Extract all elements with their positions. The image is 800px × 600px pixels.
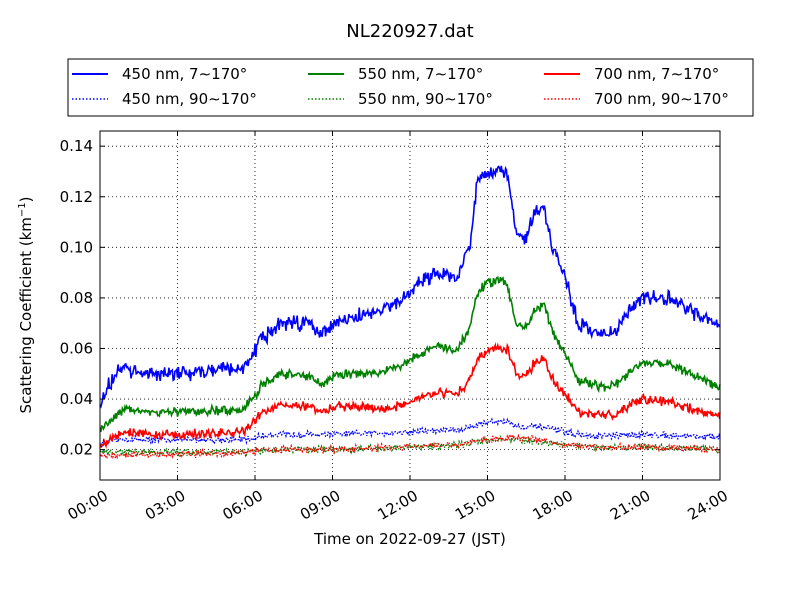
- y-tick-label: 0.04: [60, 390, 93, 408]
- x-tick-label: 21:00: [607, 487, 653, 524]
- legend-label: 700 nm, 7∼170°: [594, 65, 719, 83]
- legend-frame: [67, 58, 754, 117]
- x-tick-label: 24:00: [685, 487, 731, 524]
- y-tick-label: 0.12: [60, 188, 93, 206]
- x-tick-label: 03:00: [142, 487, 188, 524]
- x-tick-label: 06:00: [220, 487, 266, 524]
- y-tick-label: 0.08: [60, 289, 93, 307]
- legend-label: 450 nm, 7∼170°: [122, 65, 247, 83]
- x-tick-label: 12:00: [375, 487, 421, 524]
- series-line: [99, 165, 721, 409]
- x-tick-label: 09:00: [297, 487, 343, 524]
- series-line: [99, 276, 721, 433]
- x-tick-label: 15:00: [452, 487, 498, 524]
- x-tick-label: 00:00: [65, 487, 111, 524]
- axis-ticks: 00:00 03:00 06:00 09:00 12:00 15:00 18:00 21:00…: [60, 131, 731, 524]
- x-tick-label: 18:00: [530, 487, 576, 524]
- chart-title: NL220927.dat: [346, 21, 473, 42]
- series-lines: [99, 165, 721, 461]
- y-axis-label-sup: −1: [17, 202, 28, 217]
- x-axis-label: Time on 2022-09-27 (JST): [313, 530, 506, 548]
- series-line: [99, 342, 721, 449]
- y-tick-label: 0.02: [60, 441, 93, 459]
- y-tick-label: 0.14: [60, 137, 93, 155]
- grid: [100, 131, 720, 480]
- y-axis-label: Scattering Coefficient (km−1): [17, 196, 35, 413]
- legend-label: 550 nm, 90∼170°: [358, 90, 493, 108]
- legend-label: 450 nm, 90∼170°: [122, 90, 257, 108]
- legend-label: 550 nm, 7∼170°: [358, 65, 483, 83]
- series-line: [99, 433, 721, 461]
- y-axis-label-main: Scattering Coefficient (km: [17, 217, 35, 413]
- y-axis-label-close: ): [17, 196, 35, 202]
- legend-label: 700 nm, 90∼170°: [594, 90, 729, 108]
- legend: 450 nm, 7∼170° 450 nm, 90∼170° 550 nm, 7∼1…: [67, 58, 754, 117]
- y-tick-label: 0.06: [60, 339, 93, 357]
- y-tick-label: 0.10: [60, 238, 93, 256]
- series-line: [99, 417, 721, 448]
